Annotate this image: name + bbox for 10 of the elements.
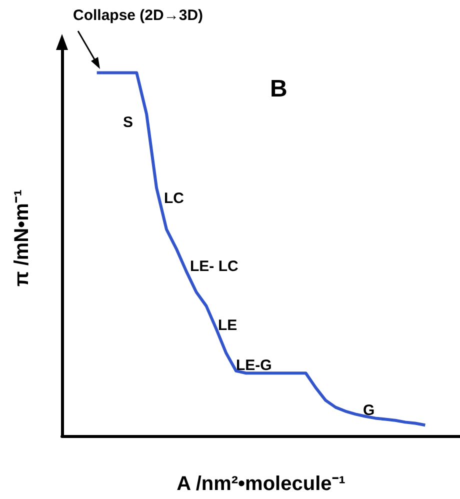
annotation: G (363, 402, 375, 419)
annotation: LC (164, 190, 184, 207)
chart-title: B (270, 76, 288, 102)
annotation: LE (218, 317, 238, 334)
annotation: LE- LC (190, 258, 238, 275)
annotation: LE-G (236, 357, 272, 374)
y-axis-title: π /mN•m⁻¹ (11, 189, 33, 287)
x-axis-title: A /nm²•molecule⁻¹ (176, 473, 346, 495)
text: Collapse (2D→3D) (73, 7, 204, 24)
annotation: S (123, 114, 134, 131)
